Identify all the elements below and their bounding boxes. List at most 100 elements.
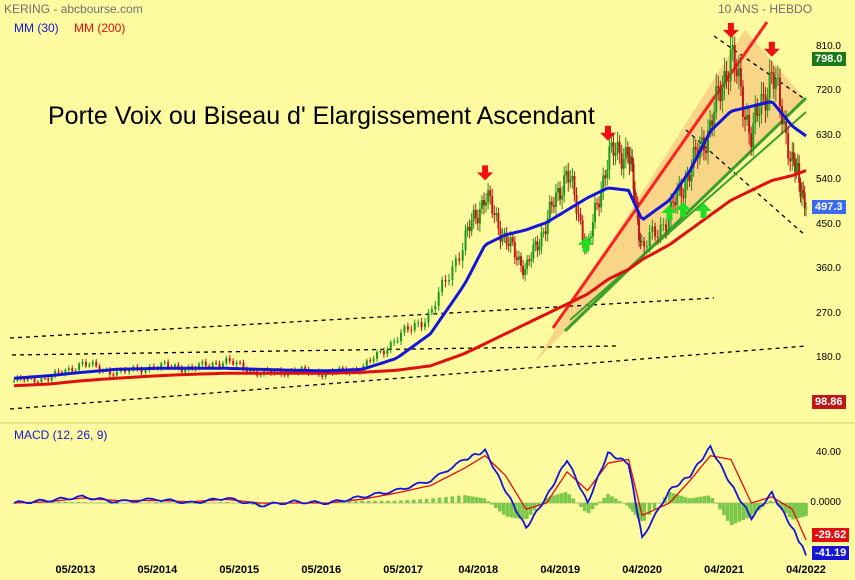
candle-body bbox=[466, 226, 469, 231]
candle-body bbox=[573, 175, 576, 195]
candle-body bbox=[417, 322, 420, 324]
macd-histogram-bar bbox=[613, 498, 618, 503]
macd-histogram-bar bbox=[563, 492, 568, 503]
candle-body bbox=[748, 114, 751, 134]
candle-body bbox=[530, 258, 533, 262]
candle-body bbox=[458, 258, 461, 261]
candle-body bbox=[177, 364, 180, 368]
candle-body bbox=[54, 370, 57, 377]
macd-histogram-bar bbox=[444, 496, 448, 503]
candle-body bbox=[532, 244, 535, 259]
candle-body bbox=[468, 226, 471, 232]
candle-body bbox=[628, 156, 631, 165]
macd-histogram-bar bbox=[379, 500, 384, 503]
macd-histogram-bar bbox=[474, 497, 479, 503]
macd-histogram-bar bbox=[160, 502, 165, 503]
candle-body bbox=[719, 88, 722, 102]
candle-body bbox=[91, 361, 94, 365]
candle-body bbox=[263, 369, 266, 374]
candle-body bbox=[746, 114, 749, 120]
price-tick-label: 450.0 bbox=[815, 218, 841, 230]
candle-body bbox=[211, 362, 214, 367]
candle-body bbox=[711, 120, 714, 126]
candle-body bbox=[709, 120, 712, 131]
candle-body bbox=[674, 202, 677, 206]
macd-histogram-bar bbox=[586, 503, 591, 514]
candle-body bbox=[778, 77, 781, 107]
candle-body bbox=[768, 72, 771, 99]
candle-body bbox=[232, 361, 235, 365]
last-high-tag: 798.0 bbox=[812, 52, 846, 66]
candle-body bbox=[208, 366, 211, 368]
macd-histogram-bar bbox=[544, 497, 548, 503]
candle-body bbox=[204, 361, 207, 367]
candle-body bbox=[461, 250, 464, 261]
candle-body bbox=[785, 121, 788, 134]
macd-histogram-bar bbox=[536, 503, 541, 507]
macd-histogram-bar bbox=[517, 503, 521, 519]
candle-body bbox=[283, 374, 286, 376]
macd-histogram-bar bbox=[431, 498, 435, 503]
candle-body bbox=[369, 360, 372, 362]
candle-body bbox=[723, 70, 726, 88]
candle-body bbox=[624, 146, 627, 159]
candle-body bbox=[249, 369, 252, 373]
candle-body bbox=[639, 240, 642, 242]
candle-body bbox=[379, 351, 382, 353]
candle-body bbox=[437, 292, 440, 306]
candle-body bbox=[662, 224, 665, 226]
candle-body bbox=[221, 363, 224, 367]
candle-body bbox=[762, 94, 765, 96]
macd-histogram-bar bbox=[218, 502, 223, 503]
date-tick-label: 05/2017 bbox=[383, 564, 424, 576]
candle-body bbox=[618, 141, 621, 154]
macd-histogram-bar bbox=[167, 502, 171, 504]
candle-body bbox=[163, 362, 166, 364]
candle-body bbox=[731, 44, 734, 50]
candle-body bbox=[464, 230, 467, 251]
macd-histogram-bar bbox=[579, 503, 583, 508]
macd-histogram-bar bbox=[146, 502, 150, 503]
candle-body bbox=[115, 371, 118, 376]
resistance-dashed-line bbox=[9, 297, 715, 339]
candle-body bbox=[704, 150, 707, 153]
candle-body bbox=[444, 279, 447, 282]
macd-histogram-bar bbox=[437, 497, 442, 503]
candle-body bbox=[112, 374, 115, 376]
down-arrow-icon bbox=[722, 22, 739, 38]
candle-body bbox=[756, 106, 759, 116]
macd-histogram-bar bbox=[714, 503, 719, 504]
macd-histogram-bar bbox=[683, 496, 688, 503]
candle-body bbox=[128, 370, 131, 373]
macd-histogram-bar bbox=[695, 497, 699, 503]
macd-label: MACD (12, 26, 9) bbox=[14, 428, 108, 442]
macd-histogram-bar bbox=[710, 498, 715, 503]
macd-histogram-bar bbox=[392, 500, 397, 503]
macd-histogram-bar bbox=[231, 502, 236, 504]
candle-body bbox=[754, 106, 757, 124]
candle-body bbox=[98, 366, 101, 372]
macd-histogram-bar bbox=[238, 503, 242, 504]
broadening-wedge-area bbox=[535, 30, 806, 362]
date-tick-label: 04/2021 bbox=[704, 564, 744, 576]
macd-histogram-bar bbox=[186, 503, 191, 504]
candle-body bbox=[519, 256, 522, 266]
candle-body bbox=[413, 323, 416, 331]
macd-histogram-bar bbox=[50, 501, 55, 503]
up-arrow-icon bbox=[661, 205, 678, 220]
candle-body bbox=[563, 175, 566, 196]
candle-body bbox=[774, 78, 777, 89]
candle-body bbox=[614, 152, 617, 156]
macd-histogram-bar bbox=[764, 503, 769, 505]
macd-histogram-bar bbox=[796, 503, 801, 519]
candle-body bbox=[591, 221, 594, 237]
candle-body bbox=[571, 175, 574, 180]
macd-histogram-bar bbox=[528, 503, 533, 515]
candle-body bbox=[406, 326, 409, 330]
macd-histogram-bar bbox=[102, 503, 106, 504]
macd-histogram-bar bbox=[687, 498, 691, 503]
candle-body bbox=[365, 360, 368, 367]
macd-histogram-bar bbox=[559, 493, 564, 503]
macd-histogram-bar bbox=[598, 501, 603, 503]
candle-body bbox=[800, 190, 803, 197]
